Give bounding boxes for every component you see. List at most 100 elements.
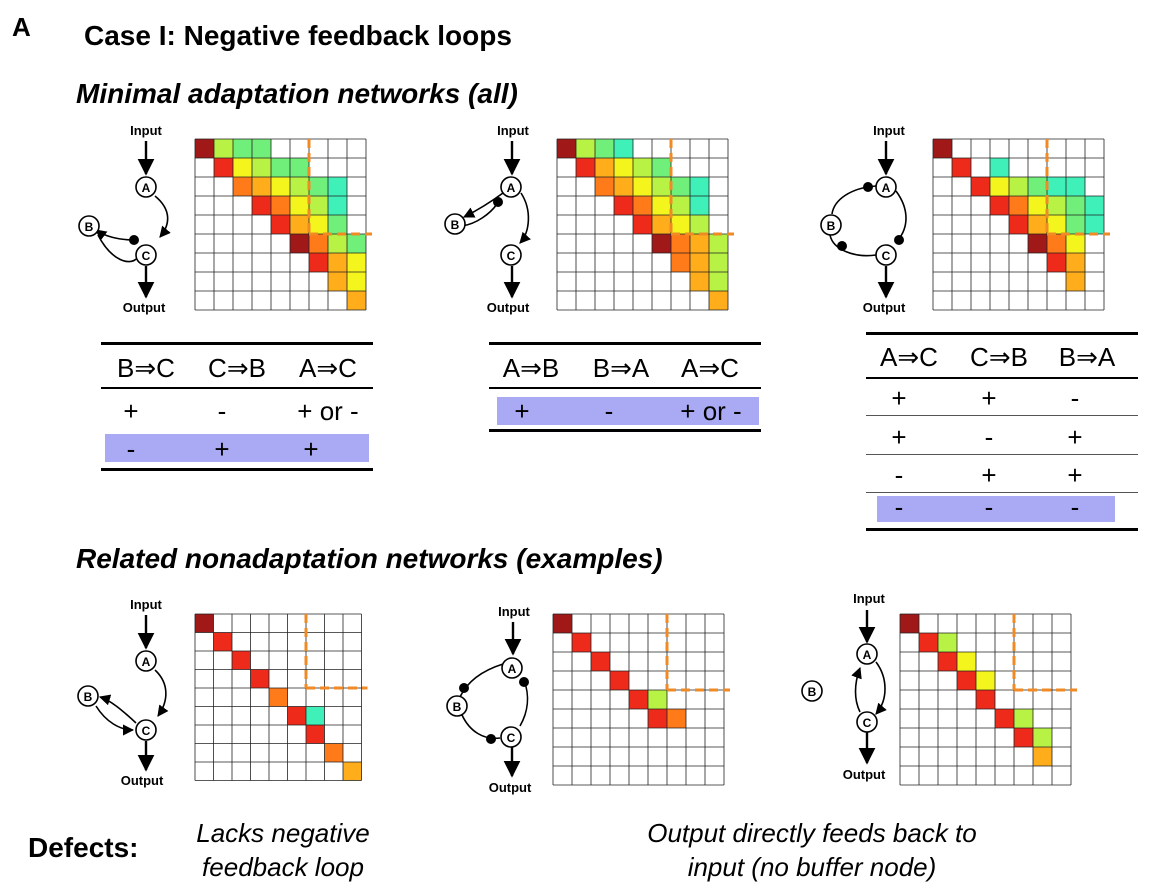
- table-row: - - -: [866, 494, 1138, 528]
- table-row: + - + or -: [489, 392, 761, 430]
- table-cell: -: [217, 396, 227, 426]
- heatmap-cell: [1028, 177, 1047, 196]
- heatmap-cell: [232, 651, 251, 670]
- node-c: C: [142, 724, 151, 738]
- table-header-row: B⇒C C⇒B A⇒C: [101, 349, 373, 387]
- heatmap-cell: [938, 652, 957, 671]
- heatmap-cell: [1028, 215, 1047, 234]
- heatmap-cell: [1009, 215, 1028, 234]
- heatmap-cell: [614, 158, 633, 177]
- heatmap-cell: [328, 177, 347, 196]
- heatmap-cell: [347, 234, 366, 253]
- output-label: Output: [843, 767, 886, 782]
- defect-right-line1: Output directly feeds back to: [647, 818, 977, 848]
- heatmap-cell: [595, 139, 614, 158]
- heatmap-cell: [957, 652, 976, 671]
- heatmap-cell: [328, 272, 347, 291]
- heatmap-cell: [347, 291, 366, 310]
- heatmap-cell: [290, 234, 309, 253]
- heatmap-cell: [287, 706, 306, 725]
- heatmap-cell: [990, 158, 1009, 177]
- heatmap-cell: [1047, 177, 1066, 196]
- heatmap-cell: [1047, 253, 1066, 272]
- heatmap-cell: [610, 671, 629, 690]
- heatmap-cell: [306, 725, 325, 744]
- heatmap-cell: [709, 291, 728, 310]
- heatmap-cell: [633, 158, 652, 177]
- table-row: + - +: [866, 418, 1138, 456]
- table-cell: -: [894, 460, 904, 490]
- heatmap-cell: [595, 158, 614, 177]
- heatmap-cell: [328, 234, 347, 253]
- heatmap-cell: [709, 234, 728, 253]
- heatmap-cell: [1028, 196, 1047, 215]
- table-row: + + -: [866, 379, 1138, 417]
- heatmap-cell: [271, 215, 290, 234]
- table-header: C⇒B: [208, 353, 266, 383]
- heatmap-cell: [309, 253, 328, 272]
- heatmap-minimal-3: [932, 138, 1110, 311]
- node-b: B: [827, 219, 836, 233]
- heatmap-cell: [271, 158, 290, 177]
- condition-table-3: A⇒C C⇒B B⇒A + + - + - + - + + - - -: [866, 332, 1138, 531]
- node-b: B: [84, 690, 93, 704]
- table-cell: +: [214, 434, 230, 464]
- heatmap-cell: [633, 177, 652, 196]
- heatmap-cell: [709, 272, 728, 291]
- defects-label: Defects:: [28, 832, 139, 863]
- heatmap-cell: [933, 139, 952, 158]
- table-header: A⇒B: [502, 353, 560, 383]
- input-label: Input: [130, 123, 162, 138]
- heatmap-cell: [214, 158, 233, 177]
- heatmap-cell: [309, 196, 328, 215]
- output-label: Output: [863, 300, 906, 315]
- heatmap-cell: [290, 215, 309, 234]
- heatmap-cell: [1014, 709, 1033, 728]
- heatmap-cell: [671, 215, 690, 234]
- table-cell: -: [894, 492, 904, 522]
- heatmap-cell: [1047, 234, 1066, 253]
- defect-left: Lacks negative feedback loop: [172, 816, 394, 884]
- heatmap-cell: [1066, 272, 1085, 291]
- heatmap-cell: [990, 177, 1009, 196]
- heatmap-cell: [690, 253, 709, 272]
- heatmap-cell: [271, 177, 290, 196]
- heatmap-cell: [952, 158, 971, 177]
- node-c: C: [882, 249, 891, 263]
- heatmap-cell: [648, 709, 667, 728]
- table-row: - + +: [866, 456, 1138, 494]
- heatmap-cell: [652, 177, 671, 196]
- table-cell: +: [891, 383, 907, 413]
- table-header: A⇒C: [299, 353, 357, 383]
- node-a: A: [142, 181, 151, 195]
- table-cell: +: [981, 383, 997, 413]
- heatmap-cell: [648, 690, 667, 709]
- network-minimal-2: Input A B C Output: [444, 123, 531, 315]
- heatmap-cell: [290, 158, 309, 177]
- heatmap-cell: [633, 215, 652, 234]
- heatmap-cell: [290, 177, 309, 196]
- table-cell: + or -: [680, 396, 742, 426]
- heatmap-cell: [347, 253, 366, 272]
- heatmap-cell: [252, 196, 271, 215]
- heatmap-cell: [1085, 215, 1104, 234]
- heatmap-cell: [1009, 177, 1028, 196]
- table-cell: +: [303, 434, 319, 464]
- heatmap-cell: [652, 234, 671, 253]
- heatmap-cell: [233, 158, 252, 177]
- heatmap-cell: [233, 139, 252, 158]
- heatmap-cell: [671, 253, 690, 272]
- heatmap-cell: [309, 215, 328, 234]
- heatmap-related-1: [194, 613, 368, 781]
- section-title-minimal-suffix: ): [508, 78, 518, 109]
- heatmap-cell: [976, 671, 995, 690]
- heatmap-cell: [252, 177, 271, 196]
- heatmap-cell: [1066, 253, 1085, 272]
- table-header: A⇒C: [681, 353, 739, 383]
- heatmap-cell: [1066, 196, 1085, 215]
- heatmap-cell: [195, 139, 214, 158]
- table-cell: -: [1070, 492, 1080, 522]
- heatmap-cell: [269, 688, 288, 707]
- heatmap-cell: [328, 253, 347, 272]
